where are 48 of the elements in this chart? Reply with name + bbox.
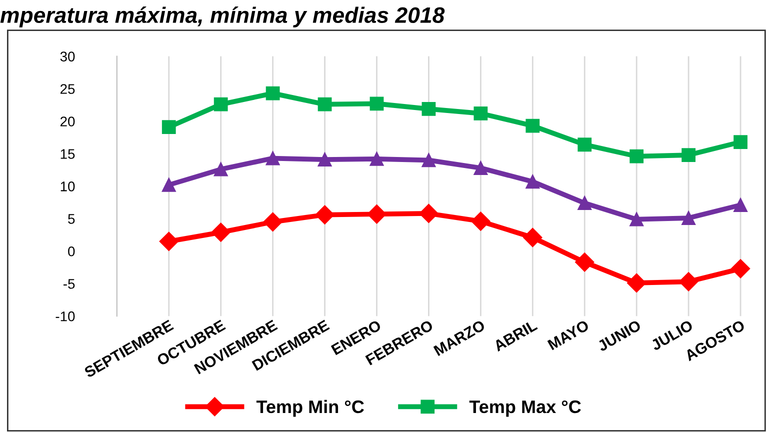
y-tick-label: 30 — [60, 52, 75, 62]
point — [679, 272, 698, 292]
y-tick-label: 20 — [60, 116, 75, 126]
point — [734, 198, 748, 212]
y-tick-label: 10 — [60, 182, 75, 192]
point — [526, 118, 540, 133]
point — [263, 212, 282, 232]
point — [630, 212, 644, 226]
point — [419, 204, 438, 224]
point — [211, 222, 230, 242]
point — [214, 162, 228, 176]
point — [422, 102, 436, 116]
point — [526, 174, 540, 189]
point — [474, 106, 488, 120]
point — [162, 120, 176, 134]
point — [367, 204, 386, 224]
point — [523, 228, 542, 248]
point — [575, 252, 594, 272]
point — [578, 138, 592, 152]
point — [734, 135, 748, 149]
point — [730, 259, 750, 278]
y-tick-label: -5 — [64, 279, 75, 289]
y-tick-label: 5 — [68, 214, 75, 224]
point — [318, 97, 332, 112]
point — [370, 152, 384, 166]
point — [630, 149, 644, 164]
point — [474, 161, 488, 175]
legend-label: Temp Max °C — [469, 400, 581, 417]
y-tick-label: -10 — [56, 311, 75, 322]
point — [370, 96, 384, 111]
y-tick-label: 0 — [68, 246, 75, 256]
point — [214, 97, 228, 112]
point — [315, 205, 334, 224]
point — [682, 211, 696, 225]
point — [682, 148, 696, 162]
point — [422, 153, 436, 168]
point — [162, 178, 176, 192]
point — [266, 151, 280, 166]
point — [266, 86, 280, 100]
point — [471, 212, 490, 231]
point — [318, 152, 332, 167]
point — [578, 196, 592, 210]
point — [627, 273, 646, 292]
y-tick-label: 15 — [60, 149, 75, 159]
chart-title: mperatura máxima, mínima y medias 2018 — [0, 6, 445, 28]
legend-label: Temp Min °C — [256, 400, 364, 417]
y-tick-label: 25 — [60, 84, 75, 94]
point — [159, 232, 178, 251]
